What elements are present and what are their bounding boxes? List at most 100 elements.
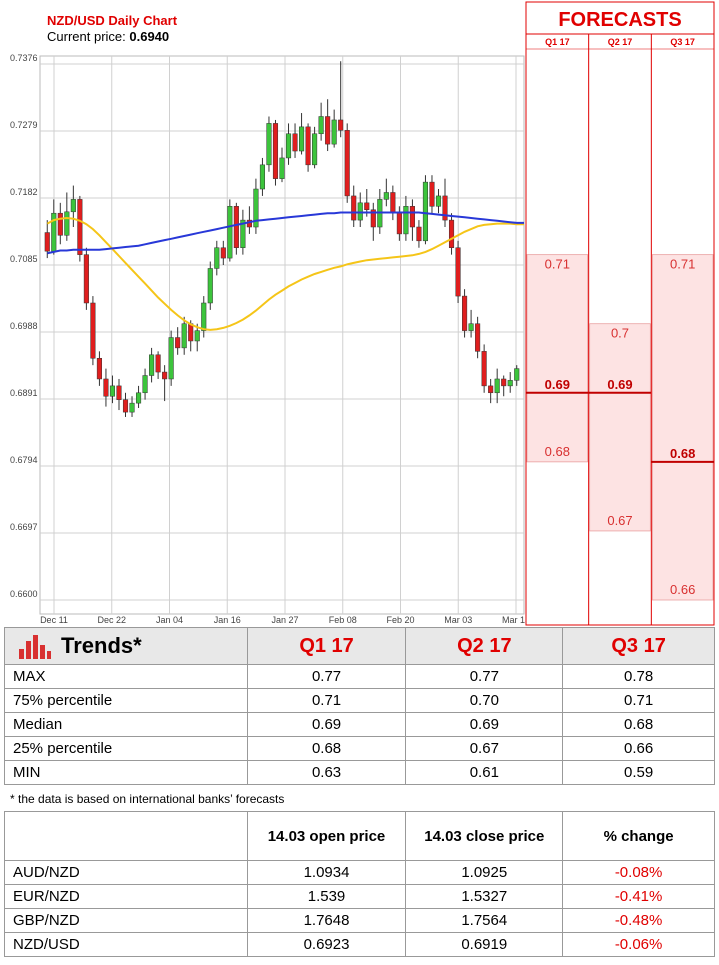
x-tick-label: Mar 15 — [502, 615, 530, 625]
trends-value: 0.77 — [246, 664, 407, 689]
x-tick-label: Jan 16 — [214, 615, 241, 625]
candle — [109, 375, 116, 404]
rates-pair: AUD/NZD — [4, 860, 248, 885]
candle-body — [475, 323, 481, 352]
forecast-min-label: 0.67 — [607, 513, 632, 528]
candle-body — [318, 116, 324, 135]
forecast-heading: FORECASTS — [558, 9, 681, 31]
candle-body — [331, 119, 337, 145]
candle-body — [364, 202, 370, 210]
candle-body — [227, 206, 233, 259]
forecast-quarter: Q2 17 — [608, 37, 633, 47]
candle-body — [103, 378, 109, 397]
candle-body — [188, 323, 194, 342]
candle-body — [409, 206, 415, 228]
candle — [475, 316, 481, 359]
candle — [201, 296, 207, 338]
candle — [57, 202, 63, 245]
forecast-max-label: 0.7 — [611, 326, 629, 341]
candle-body — [175, 337, 181, 349]
candle — [233, 202, 239, 255]
candle — [383, 178, 389, 207]
candle — [448, 213, 455, 255]
candle — [175, 327, 181, 355]
bar-chart-icon — [19, 635, 51, 660]
candle-body — [338, 119, 344, 131]
candle-body — [396, 212, 402, 235]
candle — [338, 61, 344, 138]
moving-averages — [46, 211, 524, 331]
forecast-quarter: Q3 17 — [670, 37, 695, 47]
candle-body — [194, 330, 200, 342]
candle — [455, 240, 461, 303]
y-tick-label: 0.6891 — [10, 388, 38, 398]
candle — [135, 385, 142, 408]
forecast-median-label: 0.69 — [607, 377, 632, 392]
candle-body — [207, 268, 213, 304]
y-tick-label: 0.7085 — [10, 254, 38, 264]
candle-body — [233, 206, 239, 248]
forecast-range — [526, 254, 589, 463]
candle-body — [57, 212, 63, 236]
candle-body — [90, 302, 96, 359]
candle-body — [116, 385, 122, 400]
candle — [481, 344, 487, 393]
candle-body — [149, 354, 155, 376]
trends-value: 0.77 — [405, 664, 564, 689]
candle-body — [109, 385, 116, 397]
candle — [403, 195, 409, 241]
candle — [96, 351, 102, 386]
candle-body — [96, 357, 102, 380]
trends-header-cell: Trends* — [4, 627, 248, 665]
candle-body — [462, 295, 468, 331]
trends-row-label: MAX — [4, 664, 248, 689]
x-tick-label: Mar 03 — [444, 615, 472, 625]
chart-grid — [39, 55, 525, 615]
candle-body — [168, 337, 174, 380]
trends-row: 25% percentile 0.68 0.67 0.66 — [4, 736, 715, 761]
rates-row: EUR/NZD 1.539 1.5327 -0.41% — [4, 884, 715, 909]
candle-body — [351, 195, 357, 221]
y-tick-label: 0.7182 — [10, 187, 38, 197]
forecast-panel: FORECASTS Q1 17 0.71 0.69 0.68 Q2 17 0.7 0.69 0.… — [525, 1, 715, 626]
candle — [435, 189, 442, 214]
trends-value: 0.61 — [405, 760, 564, 785]
candle-body — [357, 202, 363, 221]
candle — [240, 209, 246, 255]
trends-row-label: MIN — [4, 760, 248, 785]
trends-value: 0.68 — [562, 712, 715, 737]
ma-fast-line — [47, 211, 524, 255]
candle-body — [422, 181, 429, 242]
close-price-header: 14.03 close price — [405, 811, 564, 861]
candle-body — [494, 378, 500, 394]
trends-row-label: Median — [4, 712, 248, 737]
candle — [351, 185, 357, 228]
forecast-min-label: 0.66 — [670, 582, 695, 597]
trends-row-label: 25% percentile — [4, 736, 248, 761]
rates-row: AUD/NZD 1.0934 1.0925 -0.08% — [4, 860, 715, 885]
trends-value: 0.63 — [246, 760, 407, 785]
x-axis: Dec 11 Dec 22 Jan 04 Jan 16 Jan 27 Feb 08 Feb … — [40, 615, 530, 625]
candle — [299, 113, 305, 155]
rates-change: -0.08% — [562, 860, 715, 885]
rates-open: 0.6923 — [246, 932, 407, 957]
x-tick-label: Jan 27 — [271, 615, 298, 625]
trends-row: Median 0.69 0.69 0.68 — [4, 712, 715, 737]
rates-close: 1.7564 — [405, 908, 564, 933]
candle-body — [220, 247, 226, 259]
candle — [253, 178, 259, 234]
candle — [181, 316, 187, 355]
candle-body — [64, 211, 70, 236]
candle-body — [442, 195, 448, 221]
candle — [103, 368, 109, 407]
candle — [207, 261, 213, 310]
y-tick-label: 0.6988 — [10, 321, 38, 331]
candle — [488, 378, 494, 404]
trends-row: 75% percentile 0.71 0.70 0.71 — [4, 688, 715, 713]
candle — [155, 351, 161, 379]
forecast-range — [651, 254, 714, 601]
open-price-header: 14.03 open price — [246, 811, 407, 861]
candle-body — [285, 133, 292, 159]
rates-change: -0.48% — [562, 908, 715, 933]
candle — [64, 192, 70, 241]
